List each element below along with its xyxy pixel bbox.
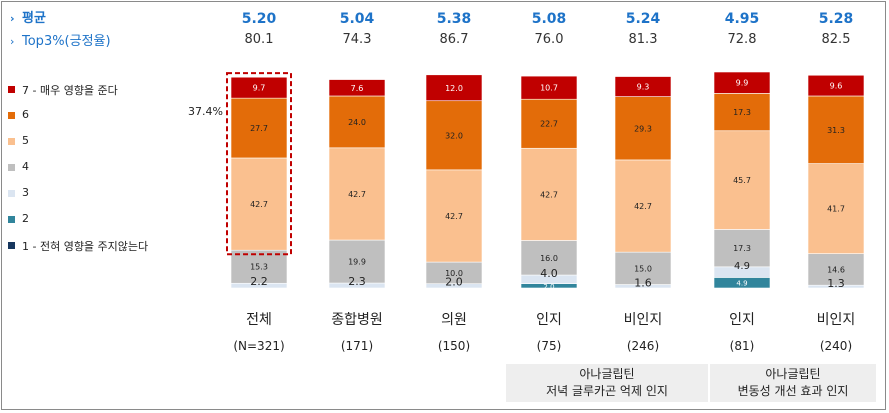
legend-swatch: [8, 86, 15, 93]
average-label-text: 평균: [22, 11, 46, 26]
legend-swatch: [8, 112, 15, 119]
highlight-top3-total: 37.4%: [188, 105, 223, 118]
legend-label: 5: [22, 134, 29, 147]
legend-label: 7 - 매우 영향을 준다: [22, 84, 118, 97]
legend-item: 1 - 전혀 영향을 주지않는다: [8, 238, 208, 254]
legend-label: 1 - 전혀 영향을 주지않는다: [22, 240, 149, 253]
group-subtitle: 변동성 개선 효과 인지: [737, 384, 849, 398]
legend-swatch: [8, 242, 15, 249]
group-box-variability: 아나글립틴 변동성 개선 효과 인지: [710, 364, 876, 402]
legend-item: 6: [8, 108, 208, 124]
legend-label: 2: [22, 212, 29, 225]
legend-label: 3: [22, 186, 29, 199]
legend-item: 3: [8, 186, 208, 202]
group-box-glucagon: 아나글립틴 저녁 글루카곤 억제 인지: [506, 364, 708, 402]
group-title: 아나글립틴: [579, 367, 635, 381]
legend-swatch: [8, 190, 15, 197]
legend-label: 6: [22, 108, 29, 121]
legend-item: 2: [8, 212, 208, 228]
legend-swatch: [8, 164, 15, 171]
legend-item: 7 - 매우 영향을 준다: [8, 82, 208, 98]
legend-item: 5: [8, 134, 208, 150]
legend-label: 4: [22, 160, 29, 173]
group-subtitle: 저녁 글루카곤 억제 인지: [546, 384, 668, 398]
legend-swatch: [8, 216, 15, 223]
top3-row-label: › Top3%(긍정율): [10, 30, 111, 49]
legend-item: 4: [8, 160, 208, 176]
group-title: 아나글립틴: [765, 367, 821, 381]
top3-label-text: Top3%(긍정율): [22, 34, 111, 49]
average-row-label: › 평균: [10, 7, 46, 26]
legend-swatch: [8, 138, 15, 145]
chevron-right-icon: ›: [10, 12, 15, 25]
chevron-right-icon: ›: [10, 35, 15, 48]
